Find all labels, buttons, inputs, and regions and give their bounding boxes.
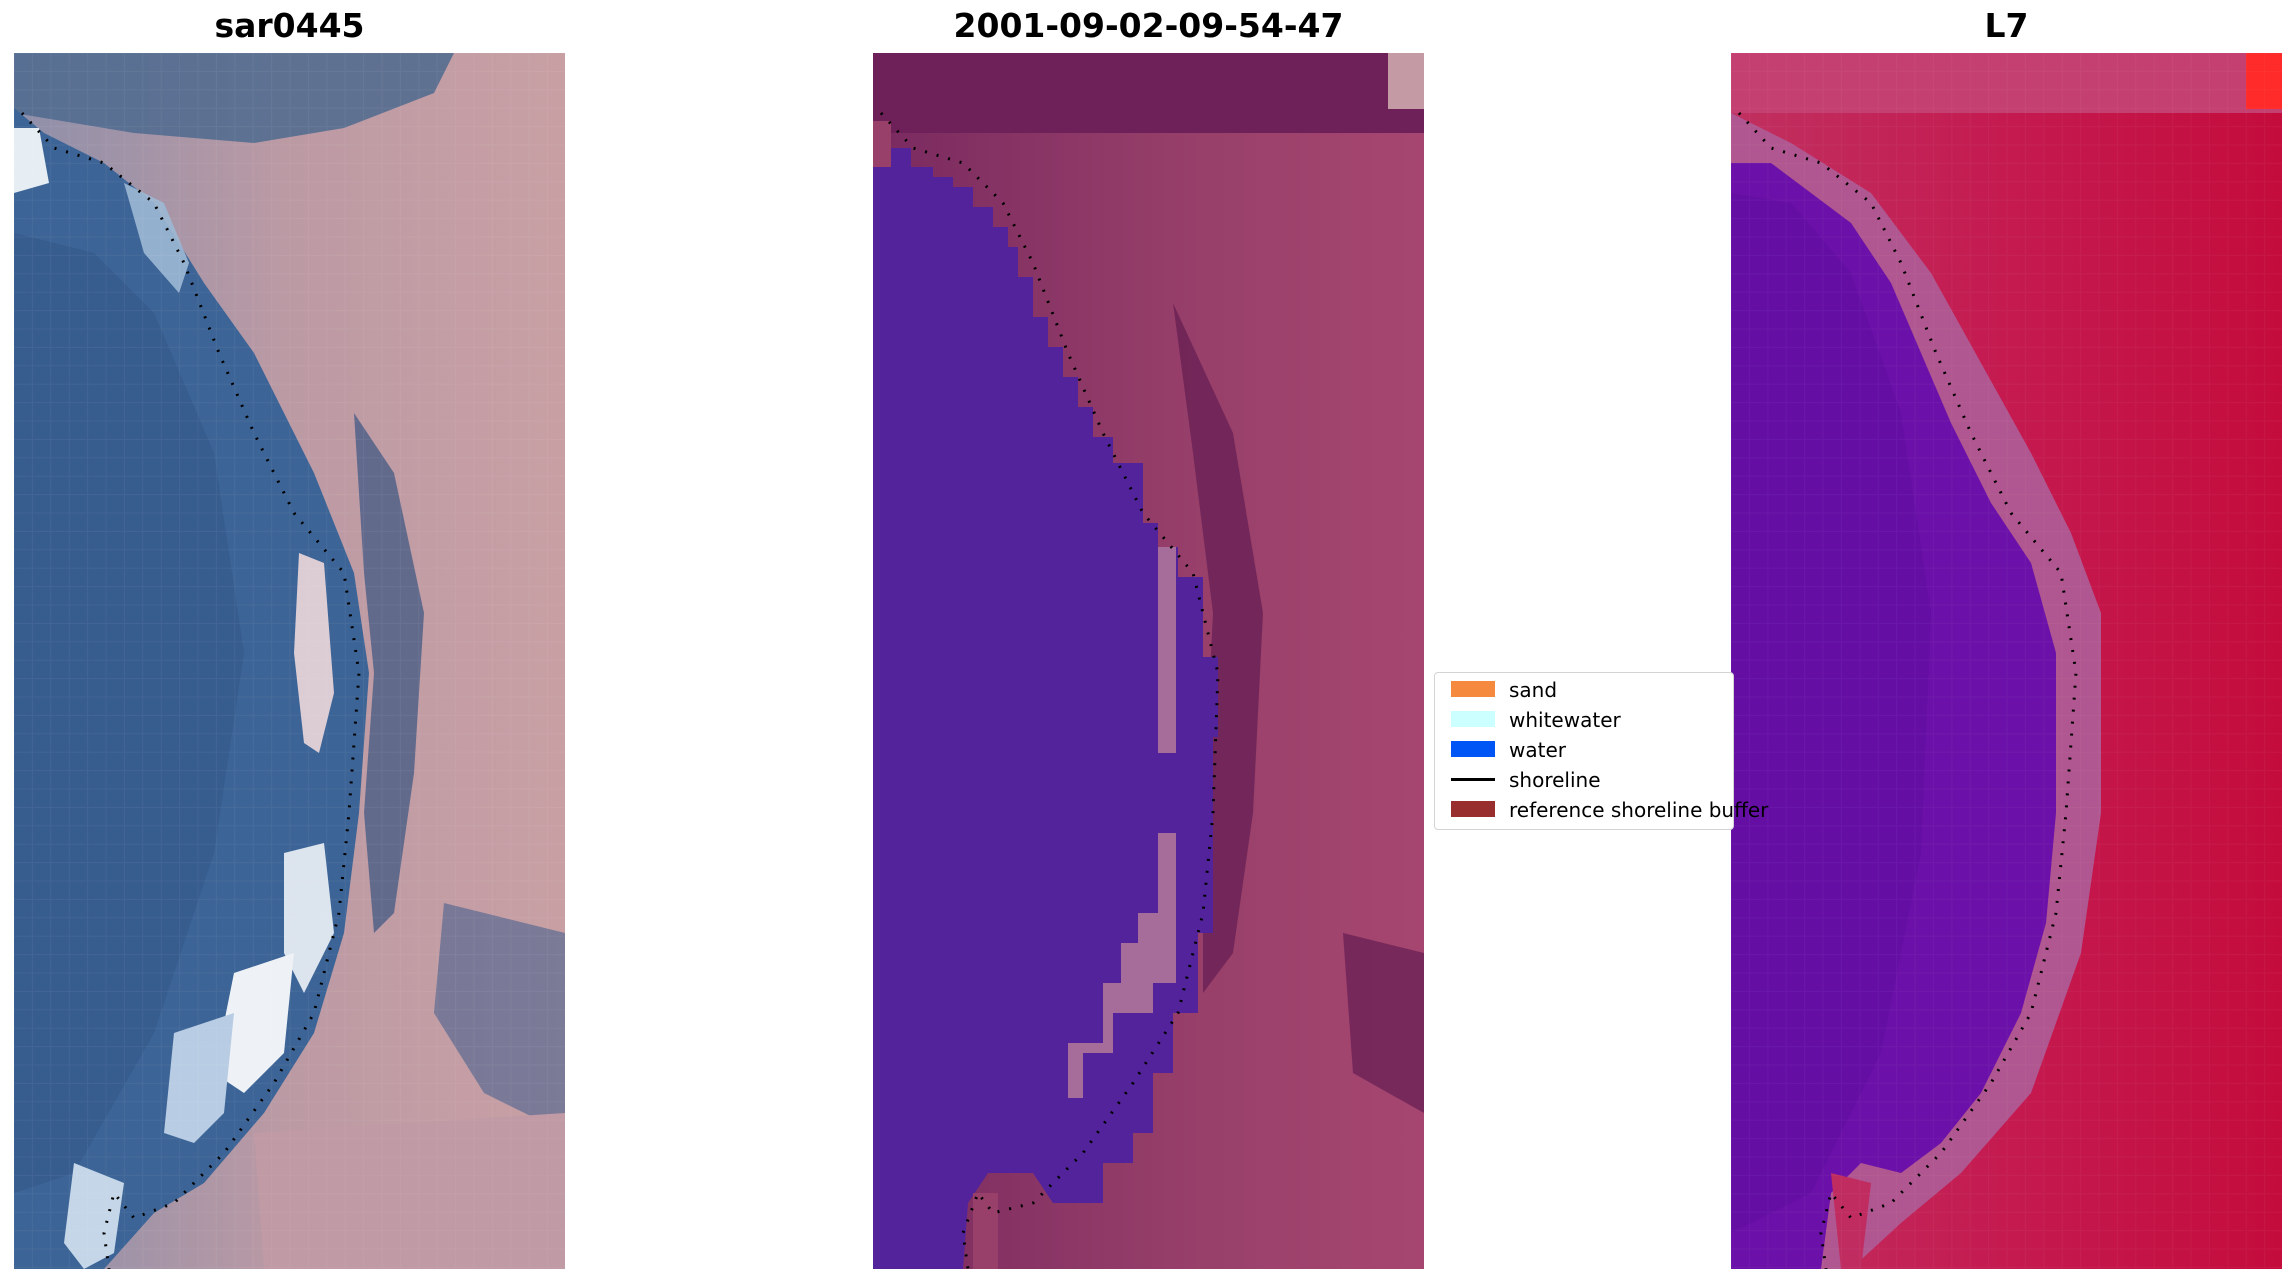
legend-line-shoreline [1451,778,1495,781]
legend-label-reference-buffer: reference shoreline buffer [1509,798,1769,822]
legend-swatch-water [1451,741,1495,757]
panel-title-l7: L7 [1984,6,2029,45]
legend-label-water: water [1509,738,1566,762]
legend: sand whitewater water shoreline referenc… [1434,672,1768,830]
legend-swatch-whitewater [1451,711,1495,727]
panel-title-date: 2001-09-02-09-54-47 [953,6,1344,45]
classification-image [873,53,1424,1269]
legend-swatch-sand [1451,681,1495,697]
legend-label-shoreline: shoreline [1509,768,1601,792]
panel-title-rgb: sar0445 [214,6,365,45]
legend-swatch-reference-buffer [1451,801,1495,817]
rgb-image [14,53,565,1269]
l7-image [1731,53,2282,1269]
legend-label-whitewater: whitewater [1509,708,1621,732]
legend-label-sand: sand [1509,678,1558,702]
